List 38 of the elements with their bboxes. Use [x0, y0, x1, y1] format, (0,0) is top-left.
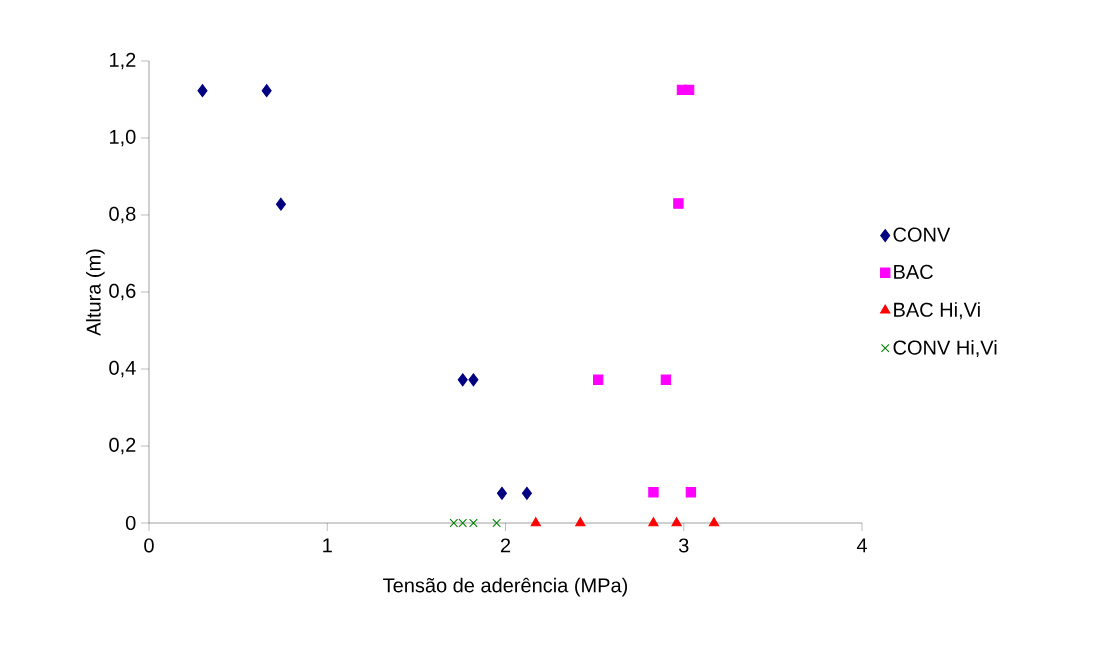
- point: [708, 517, 720, 527]
- point: [660, 374, 672, 385]
- point: [457, 373, 468, 387]
- y-tick-label: 0,2: [109, 437, 136, 455]
- y-tick-label: 0: [125, 515, 136, 531]
- point: [673, 198, 684, 209]
- x-tick-label: 4: [856, 538, 867, 553]
- legend-label: CONV Hi,Vi: [893, 339, 997, 358]
- point: [469, 518, 478, 528]
- point: [261, 84, 272, 98]
- point: [671, 517, 682, 527]
- point: [530, 517, 541, 527]
- y-tick-label: 1,2: [110, 52, 136, 70]
- legend-label: CONV: [893, 227, 951, 242]
- point: [275, 197, 286, 211]
- x-tick-label: 3: [678, 538, 689, 553]
- point: [648, 517, 659, 527]
- point: [685, 487, 697, 498]
- point: [648, 487, 659, 498]
- point: [496, 486, 507, 500]
- y-tick-label: 0,4: [109, 360, 136, 378]
- legend-label: BAC Hi,Vi: [894, 302, 980, 320]
- x-axis-title: Tensão de aderência (MPa): [383, 577, 628, 597]
- x-tick-label: 0: [144, 538, 154, 553]
- y-tick-label: 0,8: [109, 206, 136, 224]
- point: [575, 517, 586, 527]
- point: [468, 373, 479, 387]
- point: [683, 84, 695, 96]
- y-tick-label: 0,6: [109, 283, 136, 301]
- y-tick-label: 1,0: [110, 129, 136, 147]
- point: [592, 374, 604, 385]
- x-tick-label: 2: [500, 538, 511, 553]
- point: [197, 84, 208, 98]
- legend-label: BAC: [894, 264, 933, 279]
- point: [521, 486, 532, 500]
- point: [492, 518, 501, 528]
- y-axis-title: Altura (m): [86, 249, 105, 336]
- x-tick-label: 1: [323, 538, 332, 553]
